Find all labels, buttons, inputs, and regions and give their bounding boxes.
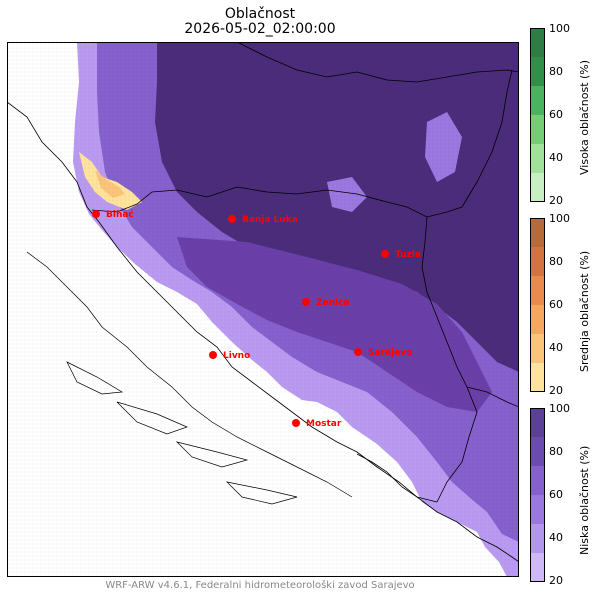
cloud-hatching <box>7 42 519 577</box>
city-marker <box>381 250 389 258</box>
colorbar-tick: 20 <box>549 194 563 207</box>
city-sarajevo: Sarajevo <box>354 348 412 358</box>
colorbar-segment <box>530 305 545 334</box>
colorbar-label: Niska oblačnost (%) <box>578 445 591 555</box>
colorbar-tick: 80 <box>549 255 563 268</box>
colorbar-segment <box>530 553 545 582</box>
city-livno: Livno <box>209 351 250 361</box>
colorbar-frame <box>530 218 545 392</box>
border-serbia <box>461 69 513 208</box>
colorbar-label: Visoka oblačnost (%) <box>578 59 591 175</box>
colorbar-segment <box>530 173 545 202</box>
colorbar-tick: 40 <box>549 151 563 164</box>
map-frame <box>7 42 519 577</box>
colorbar-tick: 40 <box>549 341 563 354</box>
colorbar-segment <box>530 144 545 173</box>
colorbar-tick: 60 <box>549 298 563 311</box>
border-bih-east <box>421 216 478 503</box>
colorbar-segment <box>530 466 545 495</box>
colorbar-segment <box>530 408 545 437</box>
colorbar-segment <box>530 363 545 392</box>
map-title: Oblačnost <box>224 6 296 22</box>
colorbar-tick: 60 <box>549 108 563 121</box>
city-marker <box>228 215 236 223</box>
colorbar-segment <box>530 28 545 57</box>
city-marker <box>292 419 300 427</box>
city-label: Zenica <box>316 298 350 308</box>
colorbar-tick: 100 <box>549 402 570 415</box>
city-label: Mostar <box>306 419 342 429</box>
city-zenica: Zenica <box>302 298 350 308</box>
colorbar-tick: 80 <box>549 65 563 78</box>
colorbar-segment <box>530 247 545 276</box>
colorbar-segment <box>530 276 545 305</box>
colorbar-label: Srednja oblačnost (%) <box>578 250 591 372</box>
colorbar-tick: 100 <box>549 22 570 35</box>
cloud-map: Bihać Banja Luka Tuzla Zenica Sarajevo L… <box>7 42 519 577</box>
colorbar-frame <box>530 28 545 202</box>
city-mostar: Mostar <box>292 419 342 429</box>
footer-credit: WRF-ARW v4.6.1, Federalni hidrometeorolo… <box>105 580 415 591</box>
colorbar-segment <box>530 115 545 144</box>
clear-sky-south <box>257 387 367 447</box>
colorbar-segment <box>530 495 545 524</box>
colorbar-tick: 20 <box>549 384 563 397</box>
colorbar-tick: 100 <box>549 212 570 225</box>
city-bihac: Bihać <box>92 209 134 220</box>
city-label: Bihać <box>106 209 134 220</box>
city-label: Sarajevo <box>368 348 412 358</box>
colorbar-segment <box>530 524 545 553</box>
coastline <box>7 101 519 563</box>
colorbar-tick: 20 <box>549 574 563 587</box>
city-marker <box>92 210 100 218</box>
colorbar-segment <box>530 334 545 363</box>
city-label: Banja Luka <box>242 215 298 225</box>
city-marker <box>354 348 362 356</box>
island-3 <box>225 481 298 505</box>
city-tuzla: Tuzla <box>381 250 421 260</box>
border-bih-north <box>91 186 463 218</box>
map-timestamp: 2026-05-02_02:00:00 <box>184 21 336 37</box>
colorbar-segment <box>530 86 545 115</box>
city-label: Tuzla <box>395 250 421 260</box>
border-bih-south <box>356 453 438 503</box>
city-marker <box>209 351 217 359</box>
city-banja-luka: Banja Luka <box>228 215 298 225</box>
colorbar-segment <box>530 57 545 86</box>
island-4 <box>66 361 124 395</box>
border-montenegro <box>466 386 519 408</box>
colorbar-segment <box>530 218 545 247</box>
island-1 <box>116 401 188 435</box>
colorbar-tick: 80 <box>549 445 563 458</box>
island-2 <box>175 441 249 468</box>
colorbar-tick: 60 <box>549 488 563 501</box>
city-label: Livno <box>223 351 250 361</box>
colorbar-frame <box>530 408 545 582</box>
border-croatia-hungary <box>236 42 519 83</box>
island-coast <box>26 251 353 498</box>
city-marker <box>302 298 310 306</box>
colorbar-tick: 40 <box>549 531 563 544</box>
colorbar-segment <box>530 437 545 466</box>
